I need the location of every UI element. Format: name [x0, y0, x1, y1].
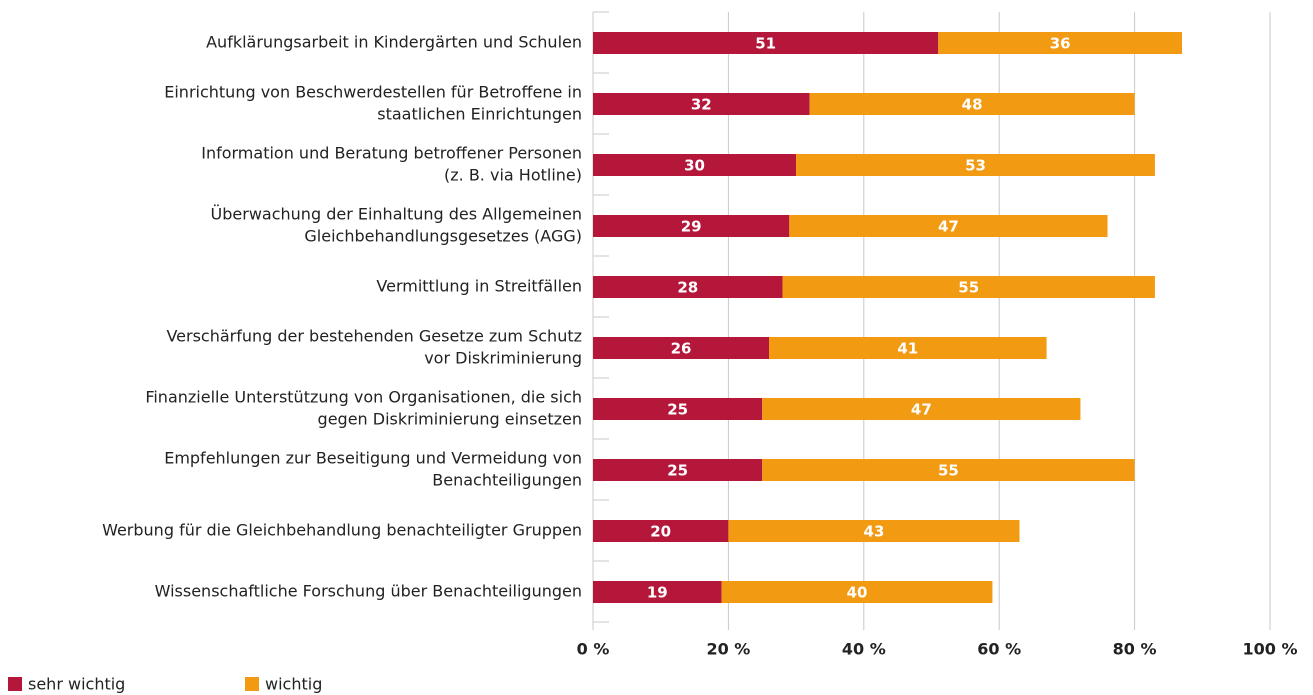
bar	[593, 154, 797, 176]
value-label: 36	[1050, 35, 1071, 53]
value-label: 40	[847, 584, 868, 602]
category-label: Überwachung der Einhaltung des Allgemein…	[211, 205, 582, 224]
value-label: 29	[681, 218, 702, 236]
legend-label: sehr wichtig	[28, 675, 125, 694]
category-label: Verschärfung der bestehenden Gesetze zum…	[166, 327, 582, 346]
bar	[593, 337, 770, 359]
bar	[593, 459, 763, 481]
bar	[593, 276, 783, 298]
x-tick-label: 60 %	[977, 640, 1021, 659]
bar	[593, 93, 810, 115]
bar	[593, 398, 763, 420]
category-label: gegen Diskriminierung einsetzen	[318, 410, 582, 429]
value-label: 32	[691, 96, 712, 114]
category-label: Benachteiligungen	[432, 471, 582, 490]
x-tick-label: 40 %	[842, 640, 886, 659]
value-label: 43	[864, 523, 885, 541]
value-label: 47	[911, 401, 932, 419]
bar	[769, 337, 1047, 359]
value-label: 28	[677, 279, 698, 297]
bar	[762, 398, 1081, 420]
bar	[938, 32, 1182, 54]
bar	[593, 215, 790, 237]
category-label: Gleichbehandlungsgesetzes (AGG)	[304, 227, 582, 246]
value-label: 47	[938, 218, 959, 236]
category-label: vor Diskriminierung	[424, 349, 582, 368]
value-label: 30	[684, 157, 705, 175]
category-label: Wissenschaftliche Forschung über Benacht…	[155, 582, 582, 601]
category-label: staatlichen Einrichtungen	[377, 105, 582, 124]
value-label: 26	[671, 340, 692, 358]
value-label: 25	[667, 401, 688, 419]
bar	[593, 32, 939, 54]
bar	[593, 581, 722, 603]
legend-swatch	[245, 677, 259, 691]
value-label: 48	[962, 96, 983, 114]
value-label: 51	[755, 35, 776, 53]
bar	[728, 520, 1020, 542]
category-label: Empfehlungen zur Beseitigung und Vermeid…	[164, 449, 582, 468]
value-label: 55	[938, 462, 959, 480]
x-tick-label: 0 %	[577, 640, 610, 659]
x-tick-label: 80 %	[1113, 640, 1157, 659]
x-tick-label: 20 %	[706, 640, 750, 659]
bar	[721, 581, 993, 603]
value-label: 19	[647, 584, 668, 602]
x-tick-label: 100 %	[1243, 640, 1298, 659]
category-label: Aufklärungsarbeit in Kindergärten und Sc…	[206, 33, 582, 52]
value-label: 55	[958, 279, 979, 297]
bar	[782, 276, 1155, 298]
value-label: 20	[650, 523, 671, 541]
legend-swatch	[8, 677, 22, 691]
bar	[762, 459, 1135, 481]
value-label: 25	[667, 462, 688, 480]
category-label: Finanzielle Unterstützung von Organisati…	[145, 388, 582, 407]
legend-label: wichtig	[265, 675, 322, 694]
category-label: (z. B. via Hotline)	[444, 166, 582, 185]
value-label: 41	[897, 340, 918, 358]
bar	[789, 215, 1108, 237]
category-label: Einrichtung von Beschwerdestellen für Be…	[164, 83, 582, 102]
bar	[593, 520, 729, 542]
value-label: 53	[965, 157, 986, 175]
bar	[796, 154, 1155, 176]
category-label: Information und Beratung betroffener Per…	[201, 144, 582, 163]
bar	[809, 93, 1135, 115]
category-label: Werbung für die Gleichbehandlung benacht…	[102, 521, 582, 540]
category-label: Vermittlung in Streitfällen	[376, 277, 582, 296]
